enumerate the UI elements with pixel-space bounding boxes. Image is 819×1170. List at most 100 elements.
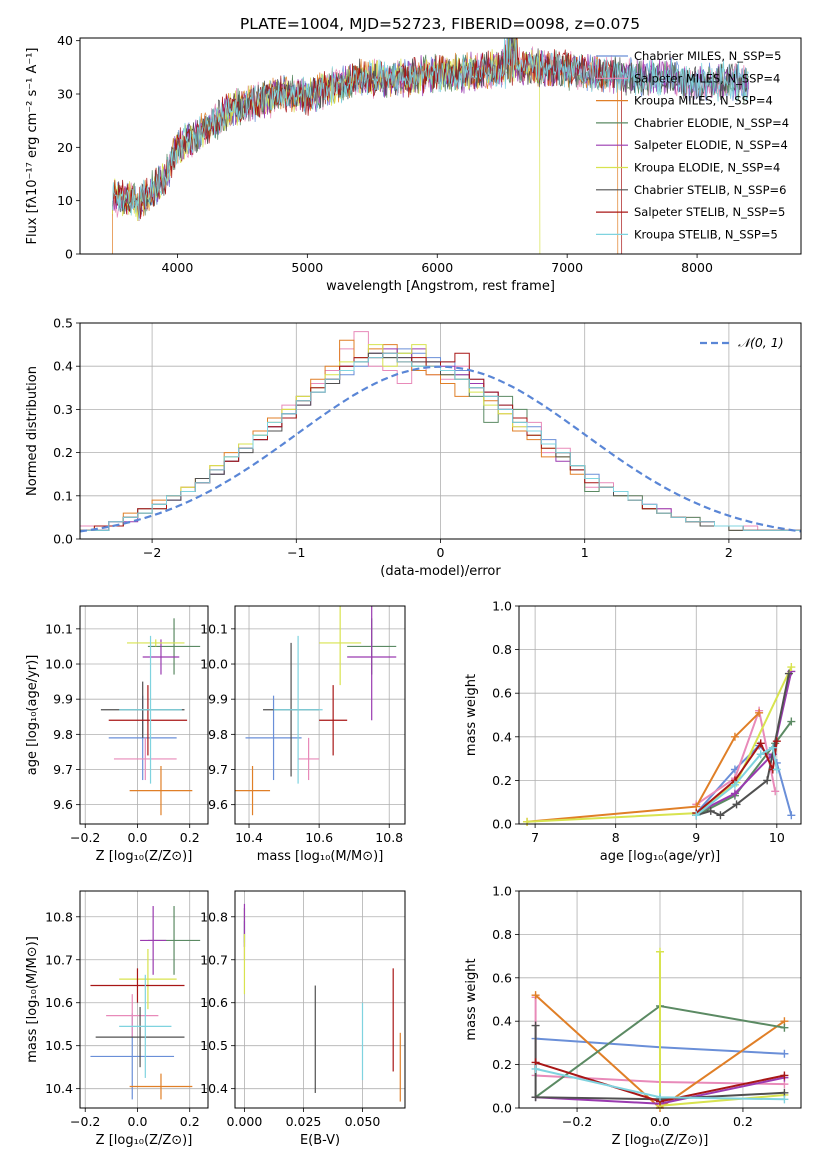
x-tick-label: 6000 xyxy=(421,260,453,275)
x-tick-label: 8 xyxy=(612,830,620,845)
y-tick-label: 20 xyxy=(57,140,73,155)
y-axis-label: age [log₁₀(age/yr)] xyxy=(25,655,40,776)
x-tick-label: 10 xyxy=(769,830,785,845)
x-axis-label: mass [log₁₀(M/M⊙)] xyxy=(257,849,384,864)
spectrum-series-line xyxy=(112,38,623,254)
y-tick-label: 10.4 xyxy=(45,1081,73,1096)
weight-point-marker xyxy=(768,743,777,752)
weight-point-marker xyxy=(772,765,781,774)
y-tick-label: 0.4 xyxy=(492,1014,512,1029)
x-axis-label: Z [log₁₀(Z/Z⊙)] xyxy=(612,1133,709,1148)
y-tick-label: 0.0 xyxy=(492,817,512,832)
x-tick-label: −0.2 xyxy=(70,1114,100,1129)
y-tick-label: 10.0 xyxy=(45,657,73,672)
weight-point-marker xyxy=(756,750,765,759)
z-mass-panel: −0.2 0.0 0.2 10.4 10.5 10.6 10.7 10.8 Z [log₁₀(Z… xyxy=(25,890,209,1148)
y-tick-label: 0.0 xyxy=(53,532,73,547)
y-tick-label: 0.4 xyxy=(53,359,73,374)
x-tick-label: 0.2 xyxy=(733,1114,753,1129)
weight-point-marker xyxy=(780,1049,789,1058)
y-tick-label: 1.0 xyxy=(492,599,512,614)
weight-series-line xyxy=(695,671,793,814)
y-axis-label: Flux [fλ10⁻¹⁷ erg cm⁻² s⁻¹ A⁻¹] xyxy=(25,48,40,245)
weight-point-marker xyxy=(531,1064,540,1073)
weight-point-marker xyxy=(780,1095,789,1104)
weight-point-marker xyxy=(780,1071,789,1080)
y-tick-label: 40 xyxy=(57,33,73,48)
mass-age-panel: 10.4 10.6 10.8 9.6 9.7 9.8 9.9 10.0 10.1 mass [lo… xyxy=(200,605,406,864)
y-tick-label: 10.7 xyxy=(200,952,228,967)
x-axis-label: age [log₁₀(age/yr)] xyxy=(600,849,721,864)
legend-label: Chabrier MILES, N_SSP=5 xyxy=(634,49,781,63)
spectrum-series-line xyxy=(112,38,749,221)
legend-label: 𝒩(0, 1) xyxy=(738,335,784,350)
x-tick-label: 0.050 xyxy=(345,1114,381,1129)
y-tick-label: 9.9 xyxy=(208,692,228,707)
axes-frame xyxy=(79,605,209,825)
y-tick-label: 0.2 xyxy=(492,773,512,788)
x-tick-label: −1 xyxy=(287,545,305,560)
x-tick-label: 0.0 xyxy=(128,830,148,845)
y-tick-label: 0.8 xyxy=(492,642,512,657)
axes-frame xyxy=(234,605,406,825)
y-tick-label: 10.5 xyxy=(45,1038,73,1053)
z-age-panel: −0.2 0.0 0.2 9.6 9.7 9.8 9.9 10.0 10.1 Z [log₁₀(Z… xyxy=(25,605,209,864)
weight-point-marker xyxy=(771,787,780,796)
x-tick-label: 9 xyxy=(692,830,700,845)
spectrum-panel: 4000 5000 6000 7000 8000 0 10 20 30 40 wavelength … xyxy=(25,33,802,294)
y-axis-label: mass weight xyxy=(464,958,479,1040)
weight-point-marker xyxy=(531,1093,540,1102)
weight-point-marker xyxy=(787,663,796,672)
y-tick-label: 9.6 xyxy=(208,797,228,812)
y-tick-label: 10.8 xyxy=(45,909,73,924)
x-tick-label: −0.2 xyxy=(70,830,100,845)
x-tick-label: 1 xyxy=(581,545,589,560)
y-tick-label: 10.8 xyxy=(200,909,228,924)
weight-point-marker xyxy=(716,811,725,820)
weight-point-marker xyxy=(656,1093,664,1102)
weight-point-marker xyxy=(692,811,701,820)
legend-label: Kroupa STELIB, N_SSP=5 xyxy=(634,227,778,241)
x-tick-label: −0.2 xyxy=(562,1114,592,1129)
weight-point-marker xyxy=(763,776,772,785)
weight-point-marker xyxy=(784,669,793,678)
weight-point-marker xyxy=(706,806,715,815)
age-weight-panel: 7 8 9 10 0.0 0.2 0.4 0.6 0.8 1.0 age [log₁₀(age/yr… xyxy=(464,599,802,864)
axes-frame xyxy=(234,890,406,1109)
y-tick-label: 0.8 xyxy=(492,927,512,942)
weight-point-marker xyxy=(787,717,796,726)
y-tick-label: 0.0 xyxy=(492,1101,512,1116)
legend-label: Chabrier STELIB, N_SSP=6 xyxy=(634,183,786,197)
x-axis-label: wavelength [Angstrom, rest frame] xyxy=(326,279,555,294)
y-tick-label: 0.6 xyxy=(492,686,512,701)
y-tick-label: 0.4 xyxy=(492,729,512,744)
legend-label: Salpeter MILES, N_SSP=4 xyxy=(634,71,780,85)
x-tick-label: 0.0 xyxy=(128,1114,148,1129)
x-tick-label: 2 xyxy=(725,545,733,560)
y-tick-label: 10.4 xyxy=(200,1081,228,1096)
weight-point-marker xyxy=(656,947,664,956)
x-tick-label: 10.8 xyxy=(375,830,403,845)
weight-point-marker xyxy=(756,739,765,748)
y-tick-label: 9.7 xyxy=(208,762,228,777)
weight-point-marker xyxy=(523,817,532,826)
axes-frame xyxy=(518,605,802,825)
x-tick-label: 0.000 xyxy=(227,1114,263,1129)
y-tick-label: 10.1 xyxy=(200,621,228,636)
y-tick-label: 10.5 xyxy=(200,1038,228,1053)
y-tick-label: 10.6 xyxy=(45,995,73,1010)
y-tick-label: 10.6 xyxy=(200,995,228,1010)
x-tick-label: 10.6 xyxy=(305,830,333,845)
y-tick-label: 10.7 xyxy=(45,952,73,967)
x-axis-label: Z [log₁₀(Z/Z⊙)] xyxy=(96,1133,193,1148)
y-tick-label: 0.5 xyxy=(53,316,73,331)
y-tick-label: 0.3 xyxy=(53,402,73,417)
histogram-step xyxy=(80,352,801,539)
x-tick-label: 7000 xyxy=(551,260,583,275)
weight-series-line xyxy=(695,720,793,817)
x-tick-label: 10.4 xyxy=(235,830,263,845)
x-tick-label: 0.2 xyxy=(180,830,200,845)
weight-point-marker xyxy=(730,789,739,798)
weight-point-marker xyxy=(531,991,540,1000)
